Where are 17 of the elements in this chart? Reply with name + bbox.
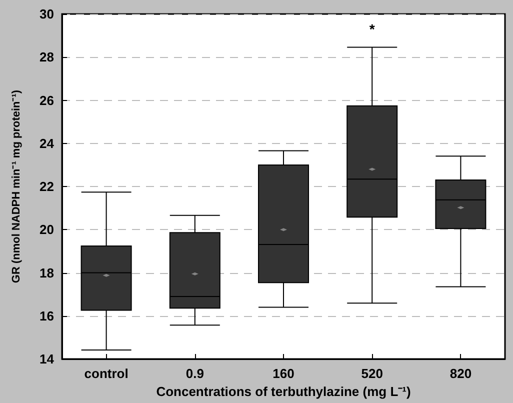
y-tick-label: 14 xyxy=(40,352,55,366)
y-tick-label: 28 xyxy=(40,50,54,65)
y-axis-title: GR (nmol NADPH min⁻¹ mg protein⁻¹) xyxy=(10,90,22,284)
x-tick-label: control xyxy=(84,366,128,381)
y-tick-label: 18 xyxy=(40,265,54,280)
x-tick-label: 520 xyxy=(361,366,383,381)
y-tick-label: 16 xyxy=(40,308,54,324)
x-tick-label: 820 xyxy=(450,366,472,381)
y-tick-label: 24 xyxy=(40,136,55,151)
x-tick-label: 0.9 xyxy=(186,366,204,381)
x-axis-title: Concentrations of terbuthylazine (mg L⁻¹) xyxy=(156,384,411,399)
y-tick-label: 30 xyxy=(40,6,54,22)
y-tick-label: 20 xyxy=(40,222,54,238)
y-tick-label: 26 xyxy=(40,92,54,108)
x-tick-label: 160 xyxy=(272,366,294,381)
annotation: * xyxy=(369,21,376,38)
y-tick-label: 22 xyxy=(40,179,54,194)
